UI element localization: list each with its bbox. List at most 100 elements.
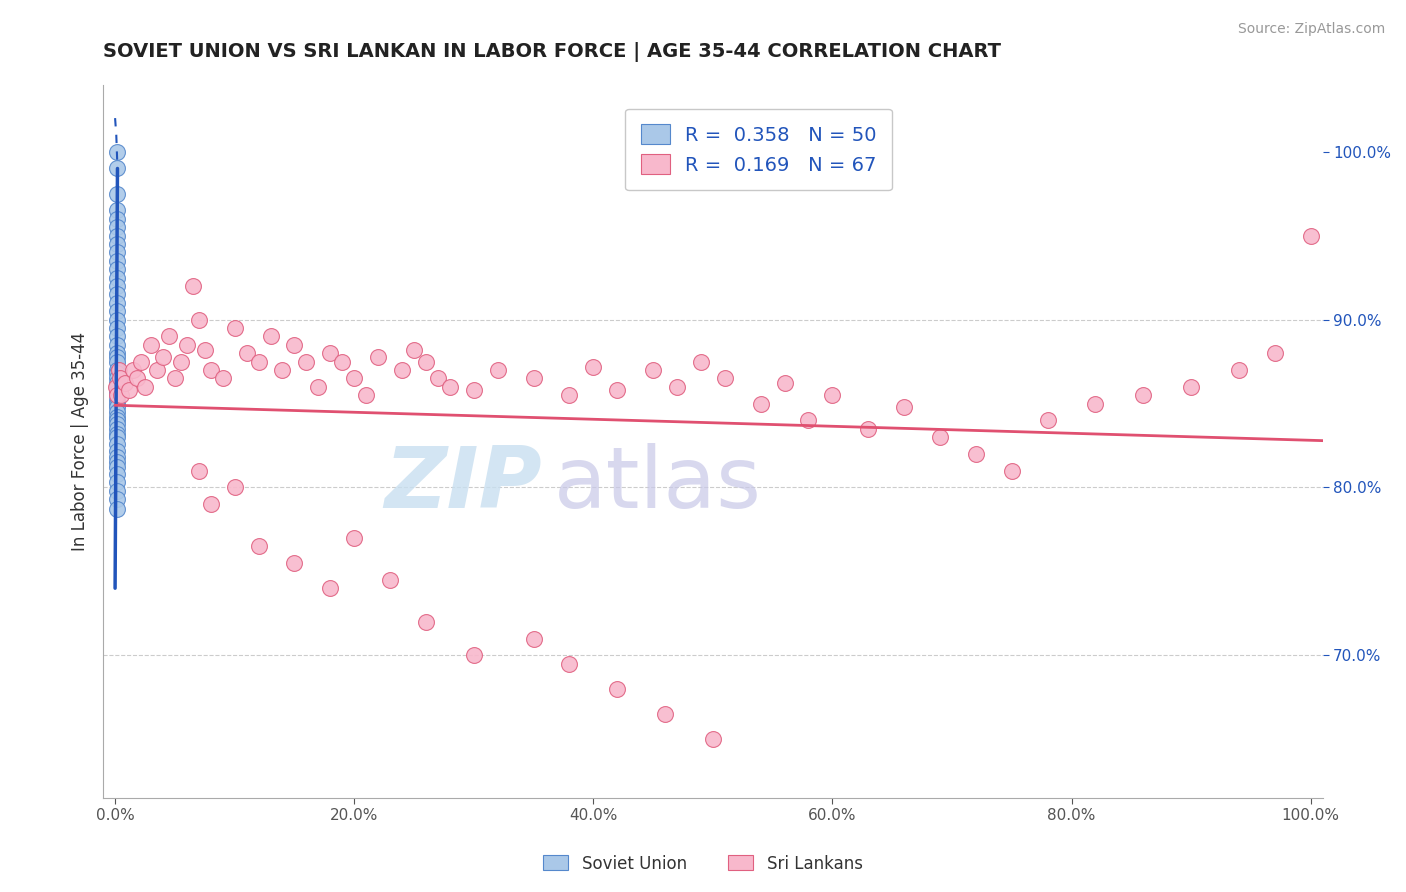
Point: [107, 492, 129, 507]
Point: [1227, 363, 1250, 377]
Point: [134, 380, 156, 394]
Point: [486, 363, 509, 377]
Point: [224, 480, 246, 494]
Point: [107, 211, 129, 226]
Point: [107, 203, 129, 218]
Point: [157, 329, 180, 343]
Point: [1001, 464, 1024, 478]
Point: [181, 279, 204, 293]
Point: [107, 422, 129, 436]
Point: [110, 388, 132, 402]
Point: [107, 430, 129, 444]
Point: [415, 615, 437, 629]
Point: [107, 388, 129, 402]
Point: [107, 413, 129, 427]
Point: [319, 346, 342, 360]
Point: [426, 371, 449, 385]
Point: [107, 161, 129, 176]
Point: [378, 573, 401, 587]
Point: [139, 338, 162, 352]
Point: [367, 350, 389, 364]
Point: [107, 502, 129, 516]
Point: [107, 295, 129, 310]
Point: [200, 363, 222, 377]
Point: [211, 371, 233, 385]
Point: [107, 467, 129, 481]
Point: [893, 400, 915, 414]
Point: [522, 632, 544, 646]
Point: [415, 354, 437, 368]
Point: [107, 237, 129, 252]
Point: [463, 383, 485, 397]
Point: [606, 383, 628, 397]
Text: Source: ZipAtlas.com: Source: ZipAtlas.com: [1237, 22, 1385, 37]
Point: [283, 556, 305, 570]
Point: [107, 304, 129, 318]
Point: [797, 413, 820, 427]
Point: [170, 354, 193, 368]
Point: [107, 443, 129, 458]
Point: [343, 371, 366, 385]
Point: [107, 455, 129, 469]
Text: atlas: atlas: [554, 442, 762, 525]
Point: [107, 450, 129, 465]
Point: [107, 270, 129, 285]
Point: [107, 287, 129, 301]
Point: [107, 384, 129, 399]
Point: [714, 371, 737, 385]
Point: [107, 329, 129, 343]
Point: [107, 279, 129, 293]
Point: [247, 354, 270, 368]
Point: [107, 145, 129, 159]
Point: [200, 497, 222, 511]
Point: [354, 388, 377, 402]
Point: [107, 338, 129, 352]
Point: [929, 430, 952, 444]
Point: [107, 483, 129, 498]
Point: [107, 367, 129, 381]
Point: [641, 363, 664, 377]
Point: [1299, 228, 1322, 243]
Point: [439, 380, 461, 394]
Point: [1036, 413, 1059, 427]
Point: [107, 475, 129, 490]
Point: [343, 531, 366, 545]
Point: [118, 383, 141, 397]
Point: [107, 396, 129, 410]
Point: [259, 329, 281, 343]
Point: [295, 354, 318, 368]
Point: [107, 460, 129, 475]
Point: [558, 388, 581, 402]
Point: [107, 228, 129, 243]
Point: [319, 581, 342, 595]
Point: [463, 648, 485, 663]
Point: [107, 253, 129, 268]
Point: [1180, 380, 1202, 394]
Point: [125, 371, 148, 385]
Point: [107, 186, 129, 201]
Point: [307, 380, 329, 394]
Text: ZIP: ZIP: [384, 442, 543, 525]
Point: [107, 220, 129, 235]
Point: [107, 363, 129, 377]
Point: [283, 338, 305, 352]
Point: [235, 346, 257, 360]
Point: [821, 388, 844, 402]
Point: [107, 393, 129, 408]
Point: [187, 312, 209, 326]
Point: [107, 321, 129, 335]
Point: [858, 422, 880, 436]
Point: [224, 321, 246, 335]
Point: [107, 400, 129, 414]
Point: [702, 732, 724, 747]
Point: [187, 464, 209, 478]
Point: [108, 371, 131, 385]
Point: [107, 350, 129, 364]
Point: [107, 312, 129, 326]
Point: [666, 380, 689, 394]
Y-axis label: In Labor Force | Age 35-44: In Labor Force | Age 35-44: [72, 332, 89, 551]
Point: [107, 409, 129, 424]
Point: [107, 371, 129, 385]
Point: [122, 363, 145, 377]
Point: [690, 354, 713, 368]
